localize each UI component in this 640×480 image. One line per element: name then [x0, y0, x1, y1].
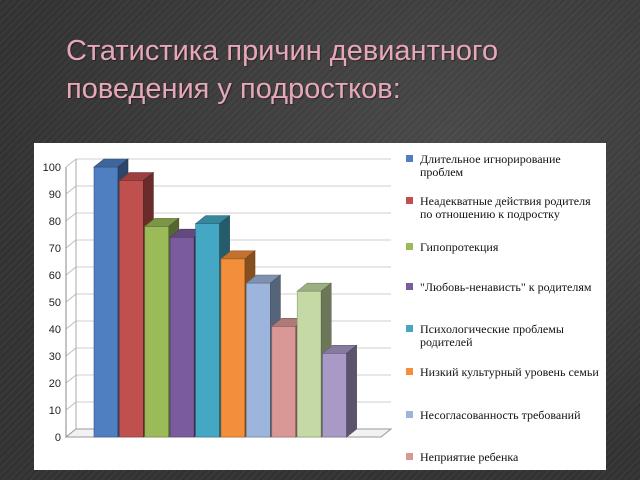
bar-front [296, 290, 322, 438]
y-tick-label: 90 [49, 189, 61, 201]
bar-front [144, 226, 170, 438]
bar-front [195, 223, 220, 438]
bar-front [271, 326, 297, 438]
legend-swatch [406, 411, 413, 418]
bar-chart: 0 10 20 30 40 50 60 70 80 90 100 [43, 158, 393, 444]
y-tick-label: 60 [49, 270, 61, 282]
y-tick-label: 10 [49, 405, 61, 417]
y-tick-label: 80 [49, 216, 61, 228]
y-tick-label: 0 [55, 432, 61, 444]
legend-label: Низкий культурный уровень семьи [420, 365, 599, 379]
gridline-diag [65, 266, 77, 276]
gridline-diag [65, 320, 77, 330]
y-tick-label: 100 [43, 162, 61, 174]
bar [321, 344, 358, 438]
gridline-diag [65, 401, 77, 411]
bar-front [246, 282, 271, 438]
y-tick-label: 70 [49, 243, 61, 255]
legend-swatch [406, 368, 413, 375]
bar-front [220, 258, 246, 438]
legend-swatch [406, 197, 413, 204]
gridline-diag [65, 239, 77, 249]
legend-swatch [406, 453, 413, 460]
chart-panel: 0 10 20 30 40 50 60 70 80 90 100 Длительное игнори… [34, 143, 606, 470]
legend-label: Психологические проблемы родителей [420, 322, 564, 349]
bar-front [119, 180, 144, 438]
legend-label: Несогласованность требований [420, 408, 581, 422]
legend-swatch [406, 243, 413, 250]
legend-label: Неприятие ребенка [420, 450, 519, 464]
gridline-diag [65, 158, 77, 168]
gridline-diag [65, 293, 77, 303]
gridline-diag [65, 185, 77, 195]
y-tick-label: 20 [49, 378, 61, 390]
y-tick-label: 40 [49, 324, 61, 336]
bar-side [346, 344, 357, 438]
slide-title: Статистика причин девиантного поведения … [66, 32, 626, 108]
legend-label: "Любовь-ненависть" к родителям [420, 280, 592, 294]
legend-swatch [406, 325, 413, 332]
gridline-diag [65, 347, 77, 357]
slide-title-line2: поведения у подростков: [66, 73, 401, 105]
legend-swatch [406, 155, 413, 162]
y-tick-label: 30 [49, 351, 61, 363]
slide-title-line1: Статистика причин девиантного [66, 35, 499, 67]
chart-legend: Длительное игнорирование проблем Неадеква… [406, 153, 602, 468]
bar-front [93, 166, 119, 438]
legend-label: Длительное игнорирование проблем [420, 153, 561, 179]
bar-front [322, 353, 347, 438]
legend-label: Неадекватные действия родителя по отноше… [420, 194, 591, 221]
legend-swatch [406, 283, 413, 290]
gridline-diag [65, 212, 77, 222]
legend-label: Гипопротекция [420, 240, 499, 254]
bar-front [169, 236, 195, 438]
gridline-diag [65, 374, 77, 384]
y-tick-label: 50 [49, 297, 61, 309]
